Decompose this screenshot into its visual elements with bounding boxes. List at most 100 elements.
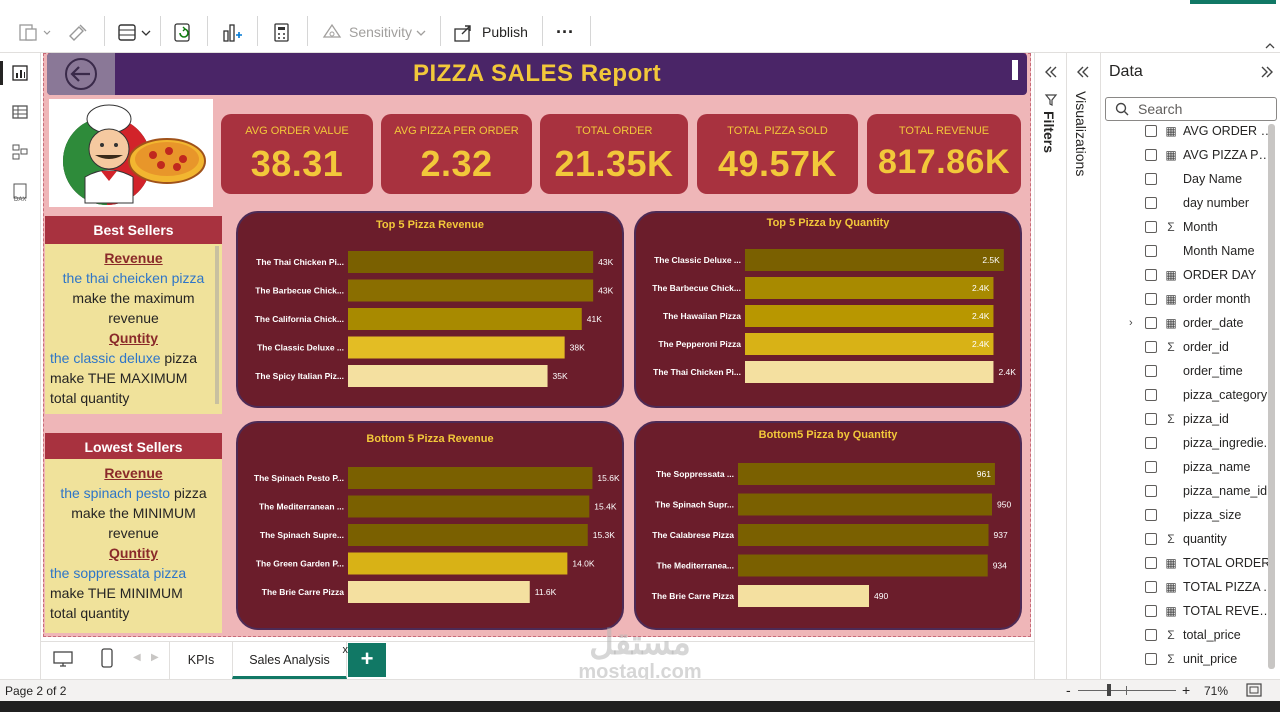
report-view-icon[interactable] [8, 61, 32, 85]
field-checkbox[interactable] [1145, 533, 1157, 545]
best-sellers-scrollbar[interactable] [215, 246, 219, 404]
bottom5-revenue-chart[interactable]: Bottom 5 Pizza Revenue The Spinach Pesto… [236, 421, 624, 630]
publish-button[interactable]: Publish [452, 14, 528, 50]
bar[interactable] [745, 333, 994, 355]
visualizations-pane-collapsed[interactable]: Visualizations [1066, 53, 1100, 679]
field-checkbox[interactable] [1145, 437, 1157, 449]
bar[interactable] [348, 524, 588, 546]
field-checkbox[interactable] [1145, 221, 1157, 233]
field-checkbox[interactable] [1145, 629, 1157, 641]
refresh-button[interactable] [172, 14, 196, 50]
field-item[interactable]: ▦ AVG ORDER V... [1101, 119, 1280, 143]
table-view-icon[interactable] [8, 100, 32, 124]
tab-kpis[interactable]: KPIs [187, 653, 215, 667]
field-item[interactable]: Day Name [1101, 167, 1280, 191]
field-checkbox[interactable] [1145, 245, 1157, 257]
sensitivity-button[interactable]: Sensitivity [320, 14, 430, 50]
search-input[interactable]: Search [1105, 97, 1277, 121]
field-item[interactable]: Month Name [1101, 239, 1280, 263]
tab-sales-analysis[interactable]: Sales Analysis x [232, 642, 348, 679]
bar[interactable] [348, 552, 568, 575]
bar[interactable] [348, 495, 590, 518]
field-item[interactable]: pizza_category [1101, 383, 1280, 407]
bar[interactable] [745, 249, 1004, 271]
tab-close-icon[interactable]: x [342, 644, 349, 656]
paste-button[interactable] [18, 14, 52, 50]
field-checkbox[interactable] [1145, 341, 1157, 353]
scroll-right-icon[interactable]: ▶ [151, 652, 159, 663]
field-checkbox[interactable] [1145, 461, 1157, 473]
add-page-button[interactable]: + [348, 643, 386, 677]
field-checkbox[interactable] [1145, 269, 1157, 281]
field-checkbox[interactable] [1145, 173, 1157, 185]
field-checkbox[interactable] [1145, 557, 1157, 569]
bar[interactable] [745, 277, 994, 299]
bar[interactable] [348, 365, 548, 387]
back-button[interactable] [47, 53, 115, 95]
model-view-icon[interactable] [8, 140, 32, 164]
field-checkbox[interactable] [1145, 365, 1157, 377]
field-item[interactable]: › ▦ order_date [1101, 311, 1280, 335]
bar[interactable] [745, 361, 994, 383]
field-item[interactable]: day number [1101, 191, 1280, 215]
field-item[interactable]: ▦ order month [1101, 287, 1280, 311]
zoom-slider[interactable] [1078, 690, 1176, 691]
transform-data-button[interactable] [116, 14, 154, 50]
bar[interactable] [348, 279, 594, 302]
field-item[interactable]: pizza_name [1101, 455, 1280, 479]
data-pane-scrollbar[interactable] [1268, 124, 1275, 669]
mobile-layout-icon[interactable] [101, 648, 113, 668]
zoom-in-button[interactable]: + [1182, 682, 1191, 698]
bar[interactable] [738, 554, 988, 577]
field-item[interactable]: ▦ TOTAL PIZZA ... [1101, 575, 1280, 599]
expand-chevron-icon[interactable]: › [1129, 317, 1133, 329]
dax-query-view-icon[interactable]: DAX [8, 180, 32, 204]
bar[interactable] [348, 467, 593, 489]
more-options-button[interactable]: ··· [556, 21, 574, 42]
field-item[interactable]: Σ Month [1101, 215, 1280, 239]
expand-double-chevron-icon[interactable] [1075, 65, 1091, 79]
top5-revenue-chart[interactable]: Top 5 Pizza Revenue The Thai Chicken Pi.… [236, 211, 624, 408]
field-checkbox[interactable] [1145, 581, 1157, 593]
format-painter-button[interactable] [66, 14, 90, 50]
field-item[interactable]: order_time [1101, 359, 1280, 383]
title-scroll-grip[interactable] [1012, 60, 1018, 80]
field-item[interactable]: pizza_size [1101, 503, 1280, 527]
bar[interactable] [738, 524, 989, 546]
bar[interactable] [348, 251, 594, 273]
field-checkbox[interactable] [1145, 389, 1157, 401]
field-checkbox[interactable] [1145, 149, 1157, 161]
top5-quantity-chart[interactable]: Top 5 Pizza by Quantity The Classic Delu… [634, 211, 1022, 408]
field-item[interactable]: ▦ AVG PIZZA PE... [1101, 143, 1280, 167]
zoom-slider-thumb[interactable] [1107, 684, 1111, 696]
field-checkbox[interactable] [1145, 605, 1157, 617]
calculator-button[interactable] [270, 14, 294, 50]
zoom-out-button[interactable]: - [1066, 682, 1071, 698]
field-item[interactable]: ▦ TOTAL ORDER [1101, 551, 1280, 575]
bar[interactable] [738, 463, 995, 485]
field-checkbox[interactable] [1145, 125, 1157, 137]
field-checkbox[interactable] [1145, 197, 1157, 209]
bar[interactable] [745, 305, 994, 327]
bottom5-quantity-chart[interactable]: Bottom5 Pizza by Quantity The Soppressat… [634, 421, 1022, 630]
field-checkbox[interactable] [1145, 413, 1157, 425]
collapse-double-chevron-icon[interactable] [1259, 65, 1275, 79]
expand-double-chevron-icon[interactable] [1043, 65, 1059, 79]
field-item[interactable]: pizza_ingredie... [1101, 431, 1280, 455]
bar[interactable] [348, 308, 582, 330]
field-item[interactable]: ▦ TOTAL REVEN... [1101, 599, 1280, 623]
bar[interactable] [348, 336, 565, 359]
new-visual-button[interactable] [220, 14, 244, 50]
collapse-ribbon-icon[interactable] [1264, 40, 1276, 54]
share-button-edge[interactable] [1190, 0, 1276, 4]
scroll-left-icon[interactable]: ◀ [133, 652, 141, 663]
bar[interactable] [738, 493, 992, 516]
field-checkbox[interactable] [1145, 485, 1157, 497]
filters-pane-collapsed[interactable]: Filters [1034, 53, 1066, 679]
field-checkbox[interactable] [1145, 653, 1157, 665]
field-checkbox[interactable] [1145, 317, 1157, 329]
